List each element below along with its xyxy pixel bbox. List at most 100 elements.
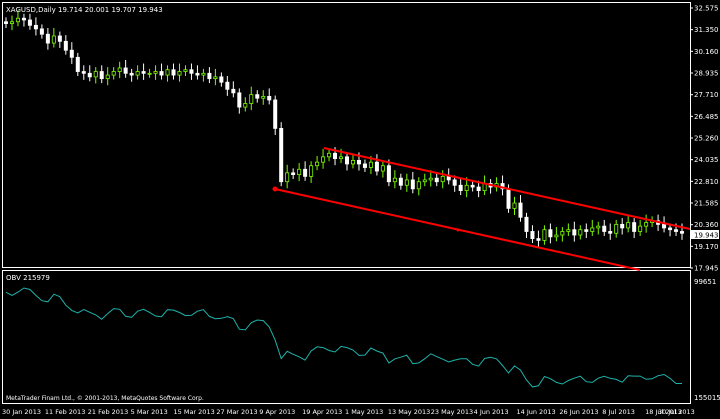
price-axis: 32.575 31.350 30.160 28.935 27.710 26.485 25.2… [690,5,719,273]
candle-body [255,94,260,99]
candle-body [350,159,355,165]
candle-body [135,71,140,76]
candle-body [440,175,445,183]
channel-upper-line[interactable] [323,147,691,230]
price-tick-label: 26.485 [694,113,719,121]
candle-body [303,168,308,177]
candle-body [21,17,26,21]
candle-body [476,186,481,192]
candle-body [177,71,182,76]
candle-body [512,202,517,209]
price-tick-label: 28.935 [694,70,719,78]
candle-body [327,152,332,158]
channel-anchor-point[interactable] [272,186,278,192]
candle-body [368,161,373,168]
candle-body [333,152,338,160]
candle-body [261,96,266,99]
obv-line [5,287,682,388]
candle-body [33,24,38,30]
candle-body [638,225,643,232]
candle-body [662,223,667,229]
candle-body [237,92,242,108]
current-price-label: 19.943 [694,232,719,240]
candle-body [339,156,344,160]
candle-body [680,231,685,234]
candle-body [518,202,523,218]
candle-body [626,222,631,229]
candle-body [536,238,541,241]
candle-body [566,229,571,232]
candle-body [602,225,607,232]
price-tick-label: 22.810 [694,178,719,186]
time-tick-label: 19 Apr 2013 [302,408,342,416]
time-tick-label: 21 Feb 2013 [88,408,128,416]
candle-body [620,223,625,229]
candle-body [249,94,254,104]
candle-body [189,69,194,74]
candle-body [542,229,547,241]
candle-body [321,156,326,163]
candle-body [165,69,170,76]
candle-body [153,71,158,74]
candle-body [470,184,475,188]
candle-body [584,229,589,232]
candle-body [446,175,451,181]
indicator-tick-top: 99651 [694,278,716,286]
price-tick-label: 17.945 [694,265,719,273]
candle-body [428,177,433,181]
price-tick-label: 30.160 [694,48,719,56]
candle-body [147,72,152,75]
candle-body [548,229,553,238]
candle-body [674,229,679,232]
candle-body [69,49,74,58]
candle-body [668,227,673,231]
candle-body [380,165,385,172]
candle-body [213,76,218,80]
time-tick-label: 27 Mar 2013 [216,408,257,416]
candle-body [159,71,164,76]
candle-body [356,159,361,165]
time-tick-label: 30 Jan 2013 [2,408,41,416]
time-axis: 30 Jan 2013 11 Feb 2013 21 Feb 2013 5 Mar 2… [2,408,695,416]
price-tick-label: 32.575 [694,5,719,13]
candle-body [51,35,56,44]
candle-body [464,184,469,192]
candle-body [15,17,20,23]
candle-body [45,33,50,44]
price-tick-label: 20.360 [694,221,719,229]
candle-body [183,69,188,72]
indicator-panel-frame [2,270,691,404]
channel-mid-point[interactable] [456,228,460,232]
price-tick-label: 24.035 [694,156,719,164]
candle-body [291,172,296,176]
main-panel-frame [2,2,691,268]
candle-body [297,168,302,176]
candle-body [141,71,146,74]
candle-body [129,72,134,76]
price-tick-label: 27.710 [694,91,719,99]
candle-body [285,172,290,183]
candle-body [416,181,421,190]
candle-body [243,103,248,108]
candle-body [644,222,649,227]
candle-body [374,161,379,172]
indicator-panel-header: OBV 215979 [6,274,50,282]
candle-body [273,99,278,129]
indicator-tick-bottom: 155015 [694,394,720,402]
candle-body [614,223,619,234]
candle-body [560,231,565,236]
candle-body [344,156,349,165]
candle-body [57,35,62,42]
candle-body [75,56,80,72]
price-tick-label: 31.350 [694,26,719,34]
candle-body [201,72,206,76]
price-tick-label: 19.170 [694,243,719,251]
candle-body [105,74,110,80]
main-panel-header: XAGUSD,Daily 19.714 20.001 19.707 19.943 [6,6,163,14]
candle-body [392,177,397,183]
candle-body [410,179,415,190]
time-tick-label: 5 Mar 2013 [131,408,168,416]
candle-body [554,234,559,238]
candle-body [608,231,613,234]
